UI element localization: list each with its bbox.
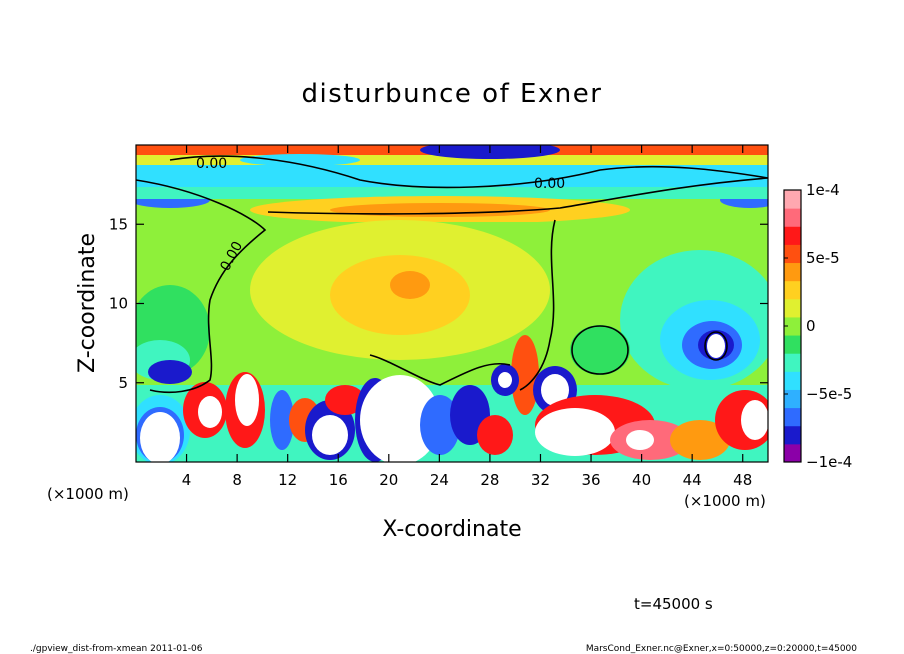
colorbar-tick-label: 1e-4 (806, 181, 840, 199)
colorbar: 1e-4 5e-5 0 −5e-5 −1e-4 (783, 181, 852, 471)
x-unit-label-right: (×1000 m) (684, 492, 766, 510)
colorbar-swatch (784, 244, 801, 264)
colorbar-tick-label: 5e-5 (806, 249, 840, 267)
colorbar-tick-label: −5e-5 (806, 385, 852, 403)
colorbar-swatch (784, 262, 801, 282)
x-tick-label: 32 (531, 471, 550, 489)
colorbar-swatch (784, 443, 801, 463)
x-tick-label: 12 (278, 471, 297, 489)
contour-label: 0.00 (534, 176, 565, 192)
x-tick-label: 28 (480, 471, 499, 489)
x-axis: 4 8 12 16 20 24 28 32 36 40 44 48 (182, 145, 752, 489)
colorbar-swatch (784, 190, 801, 209)
x-axis-title: X-coordinate (382, 517, 521, 542)
x-tick-label: 44 (683, 471, 702, 489)
contour-label: 0.00 (196, 156, 227, 172)
colorbar-tick-label: 0 (806, 317, 816, 335)
colorbar-tick-label: −1e-4 (806, 453, 852, 471)
x-tick-label: 8 (232, 471, 242, 489)
heatmap-field (136, 145, 768, 462)
chart-title: disturbunce of Exner (302, 79, 603, 109)
y-tick-label: 5 (118, 374, 128, 392)
colorbar-swatch (784, 335, 801, 354)
colorbar-swatch (784, 371, 801, 390)
x-tick-label: 36 (581, 471, 600, 489)
x-tick-label: 48 (733, 471, 752, 489)
x-tick-label: 40 (632, 471, 651, 489)
colorbar-swatch (784, 208, 801, 227)
x-tick-label: 4 (182, 471, 192, 489)
colorbar-swatch (784, 407, 801, 427)
x-tick-label: 20 (379, 471, 398, 489)
y-tick-label: 10 (109, 295, 128, 313)
y-axis: 5 10 15 (109, 215, 768, 392)
colorbar-swatch (784, 298, 801, 318)
colorbar-swatch (784, 425, 801, 445)
x-tick-label: 24 (430, 471, 449, 489)
colorbar-swatch (784, 353, 801, 372)
colorbar-swatch (784, 226, 801, 245)
x-tick-label: 16 (329, 471, 348, 489)
colorbar-swatch (784, 389, 801, 409)
contour-lines (136, 155, 768, 394)
colorbar-swatch (784, 316, 801, 336)
time-label: t=45000 s (634, 595, 713, 613)
footer-left: ./gpview_dist-from-xmean 2011-01-06 (30, 644, 203, 654)
footer-right: MarsCond_Exner.nc@Exner,x=0:50000,z=0:20… (586, 644, 857, 654)
y-axis-title: Z-coordinate (75, 233, 100, 373)
y-tick-label: 15 (109, 215, 128, 233)
x-unit-label: (×1000 m) (47, 485, 129, 503)
colorbar-swatch (784, 280, 801, 300)
